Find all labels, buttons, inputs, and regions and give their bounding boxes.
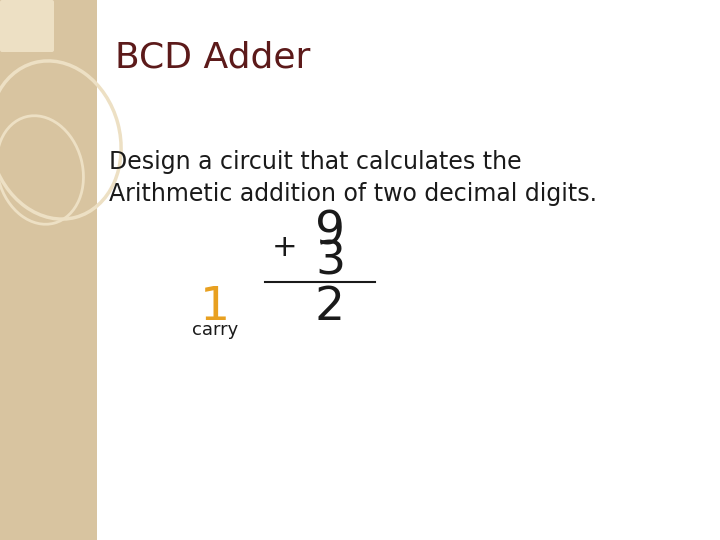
Text: Arithmetic addition of two decimal digits.: Arithmetic addition of two decimal digit…	[109, 182, 597, 206]
Text: carry: carry	[192, 321, 238, 339]
Bar	[97, 0, 720, 540]
Text: 2: 2	[315, 285, 345, 329]
Text: Design a circuit that calculates the: Design a circuit that calculates the	[109, 150, 522, 174]
Text: BCD Adder: BCD Adder	[115, 40, 310, 74]
FancyBboxPatch shape	[0, 0, 54, 52]
Text: 3: 3	[315, 240, 345, 285]
Bar	[0, 0, 97, 540]
Text: +: +	[272, 233, 298, 261]
Text: 9: 9	[315, 210, 345, 254]
Text: 1: 1	[200, 285, 230, 329]
